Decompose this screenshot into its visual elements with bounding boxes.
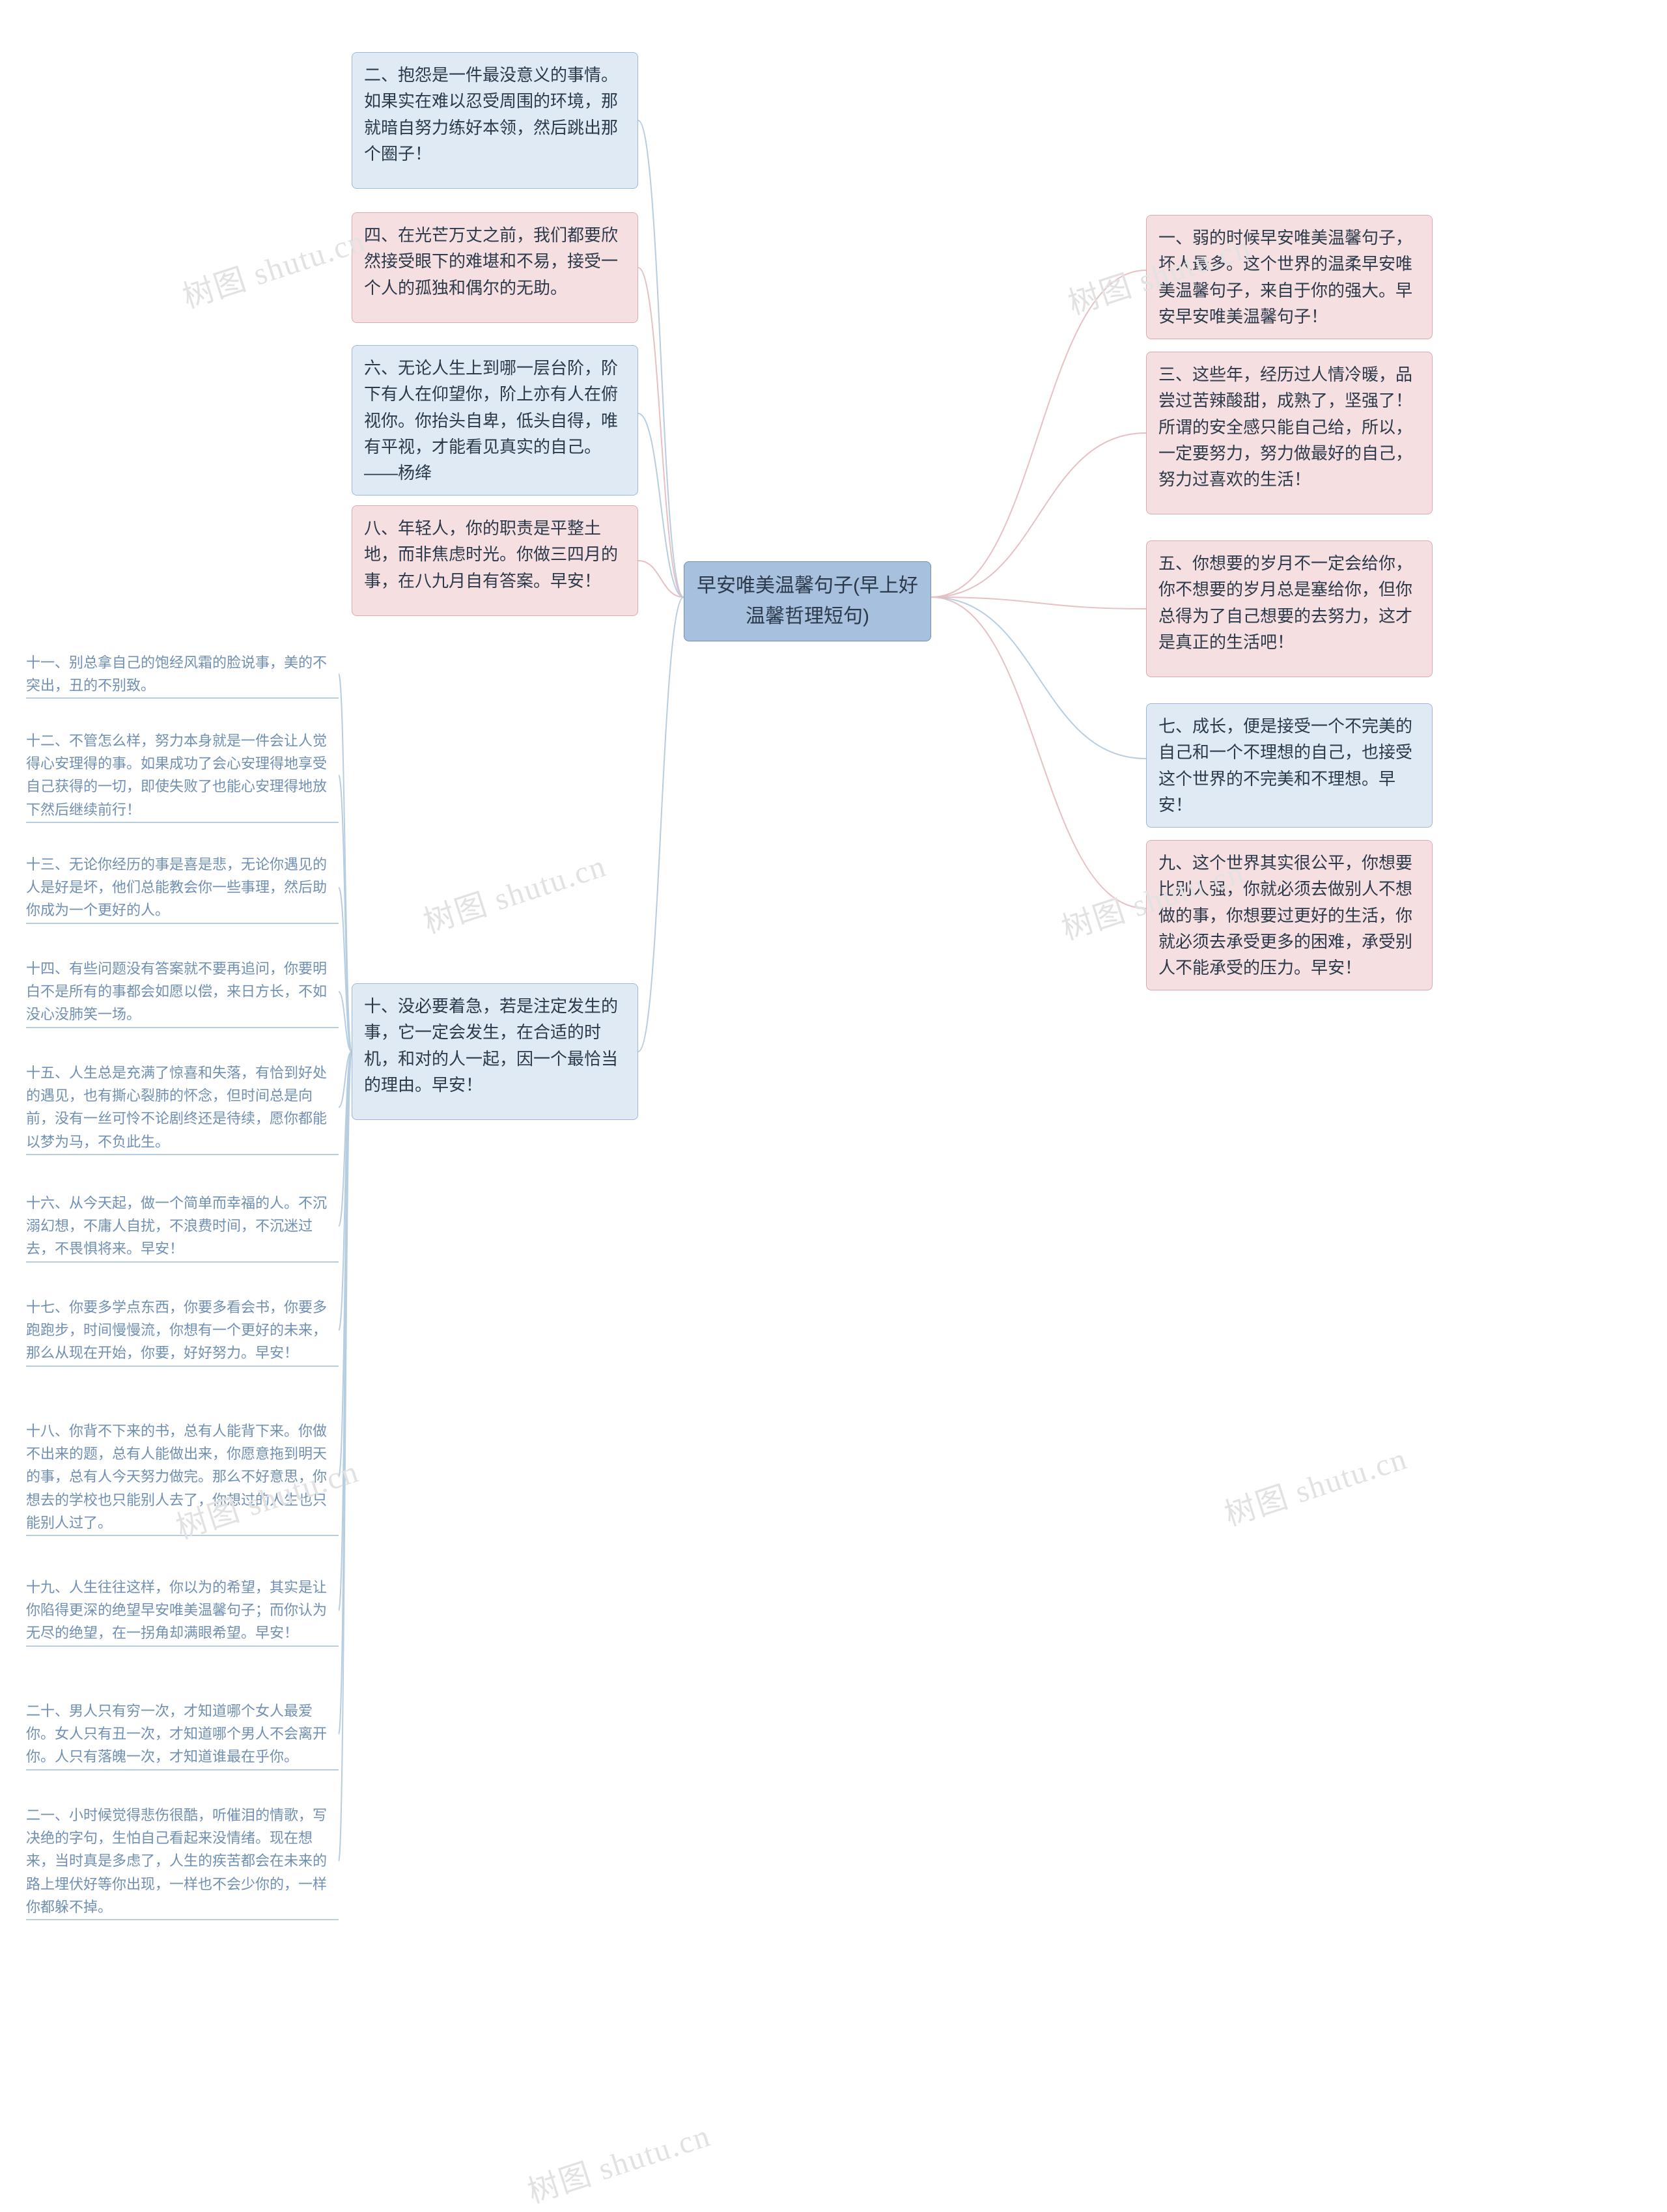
watermark-6: 树图 shutu.cn [521,2110,716,2212]
center-topic: 早安唯美温馨句子(早上好温馨哲理短句) [684,561,931,641]
branch-n9: 九、这个世界其实很公平，你想要比别人强，你就必须去做别人不想做的事，你想要过更好… [1146,840,1433,990]
leaf-l13: 十三、无论你经历的事是喜是悲，无论你遇见的人是好是坏，他们总能教会你一些事理，然… [26,853,339,922]
watermark-5: 树图 shutu.cn [1218,1433,1412,1535]
leaf-l18: 十八、你背不下来的书，总有人能背下来。你做不出来的题，总有人能做出来，你愿意拖到… [26,1420,339,1534]
leaf-l11: 十一、别总拿自己的饱经风霜的脸说事，美的不突出，丑的不别致。 [26,651,339,697]
branch-n10: 十、没必要着急，若是注定发生的事，它一定会发生，在合适的时机，和对的人一起，因一… [352,983,638,1120]
watermark-2: 树图 shutu.cn [417,840,611,942]
branch-n7: 七、成长，便是接受一个不完美的自己和一个不理想的自己，也接受这个世界的不完美和不… [1146,703,1433,828]
branch-n8: 八、年轻人，你的职责是平整土地，而非焦虑时光。你做三四月的事，在八九月自有答案。… [352,505,638,616]
branch-n3: 三、这些年，经历过人情冷暖，品尝过苦辣酸甜，成熟了，坚强了！所谓的安全感只能自己… [1146,352,1433,514]
leaf-l16: 十六、从今天起，做一个简单而幸福的人。不沉溺幻想，不庸人自扰，不浪费时间，不沉迷… [26,1192,339,1261]
branch-n5: 五、你想要的岁月不一定会给你，你不想要的岁月总是塞给你，但你总得为了自己想要的去… [1146,540,1433,677]
leaf-l12: 十二、不管怎么样，努力本身就是一件会让人觉得心安理得的事。如果成功了会心安理得地… [26,729,339,821]
leaf-l15: 十五、人生总是充满了惊喜和失落，有恰到好处的遇见，也有撕心裂肺的怀念，但时间总是… [26,1061,339,1153]
branch-n2: 二、抱怨是一件最没意义的事情。如果实在难以忍受周围的环境，那就暗自努力练好本领，… [352,52,638,189]
mindmap-stage: 早安唯美温馨句子(早上好温馨哲理短句) 一、弱的时候早安唯美温馨句子，坏人最多。这… [0,0,1667,2211]
leaf-l14: 十四、有些问题没有答案就不要再追问，你要明白不是所有的事都会如愿以偿，来日方长，… [26,957,339,1026]
leaf-l19: 十九、人生往往这样，你以为的希望，其实是让你陷得更深的绝望早安唯美温馨句子；而你… [26,1576,339,1645]
branch-n6: 六、无论人生上到哪一层台阶，阶下有人在仰望你，阶上亦有人在俯视你。你抬头自卑，低… [352,345,638,496]
watermark-0: 树图 shutu.cn [176,215,371,317]
leaf-l20: 二十、男人只有穷一次，才知道哪个女人最爱你。女人只有丑一次，才知道哪个男人不会离… [26,1700,339,1769]
branch-n1: 一、弱的时候早安唯美温馨句子，坏人最多。这个世界的温柔早安唯美温馨句子，来自于你… [1146,215,1433,339]
leaf-l21: 二一、小时候觉得悲伤很酷，听催泪的情歌，写决绝的字句，生怕自己看起来没情绪。现在… [26,1804,339,1918]
branch-n4: 四、在光芒万丈之前，我们都要欣然接受眼下的难堪和不易，接受一个人的孤独和偶尔的无… [352,212,638,323]
leaf-l17: 十七、你要多学点东西，你要多看会书，你要多跑跑步，时间慢慢流，你想有一个更好的未… [26,1296,339,1365]
